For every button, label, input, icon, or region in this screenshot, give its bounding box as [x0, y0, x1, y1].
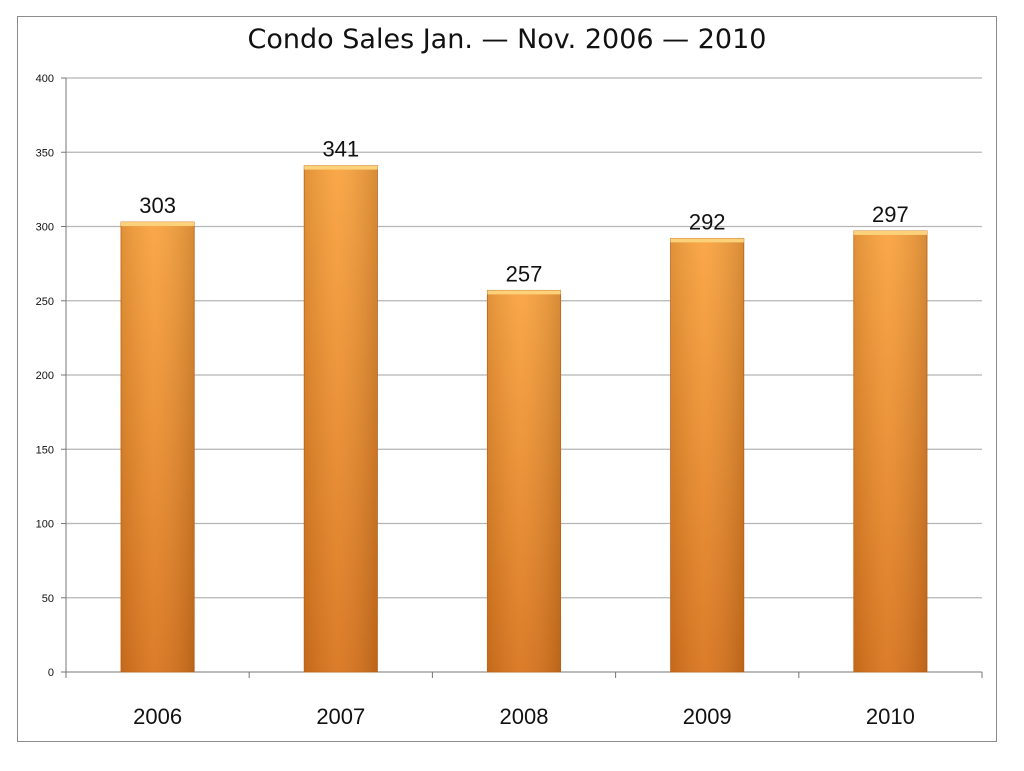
- data-label-2007: 341: [322, 137, 359, 162]
- bar-cap: [487, 290, 561, 295]
- bar-2007: [303, 165, 378, 673]
- y-tick-label: 250: [36, 296, 54, 308]
- x-category-label: 2007: [316, 704, 365, 729]
- x-category-label: 2010: [866, 704, 915, 729]
- bar-shade: [120, 222, 195, 673]
- bar-shade: [304, 165, 378, 673]
- x-category-label: 2009: [683, 704, 732, 729]
- bar-cap: [853, 230, 928, 235]
- y-tick-label: 200: [36, 370, 54, 382]
- x-category-label: 2006: [133, 704, 182, 729]
- y-tick-label: 50: [42, 593, 54, 605]
- bar-shade: [670, 238, 744, 672]
- bar-cap: [670, 238, 744, 243]
- y-tick-label: 150: [36, 444, 54, 456]
- y-tick-label: 400: [36, 73, 54, 85]
- y-tick-label: 350: [36, 147, 54, 159]
- data-label-2008: 257: [506, 261, 543, 286]
- bar-cap: [120, 222, 195, 227]
- bar-2010: [853, 230, 928, 673]
- chart-title: Condo Sales Jan. — Nov. 2006 — 2010: [247, 24, 767, 55]
- data-label-2006: 303: [139, 193, 176, 218]
- y-tick-label: 0: [48, 667, 54, 679]
- y-tick-label: 100: [36, 519, 54, 531]
- bar-2008: [486, 289, 562, 673]
- data-label-2010: 297: [872, 202, 909, 227]
- x-category-label: 2008: [500, 704, 549, 729]
- bar-2009: [670, 237, 745, 673]
- bar-2006: [120, 221, 195, 673]
- bar-shade: [853, 230, 928, 672]
- bar-shade: [487, 290, 561, 672]
- y-tick-label: 300: [36, 222, 54, 234]
- data-label-2009: 292: [689, 209, 726, 234]
- bar-cap: [304, 165, 378, 170]
